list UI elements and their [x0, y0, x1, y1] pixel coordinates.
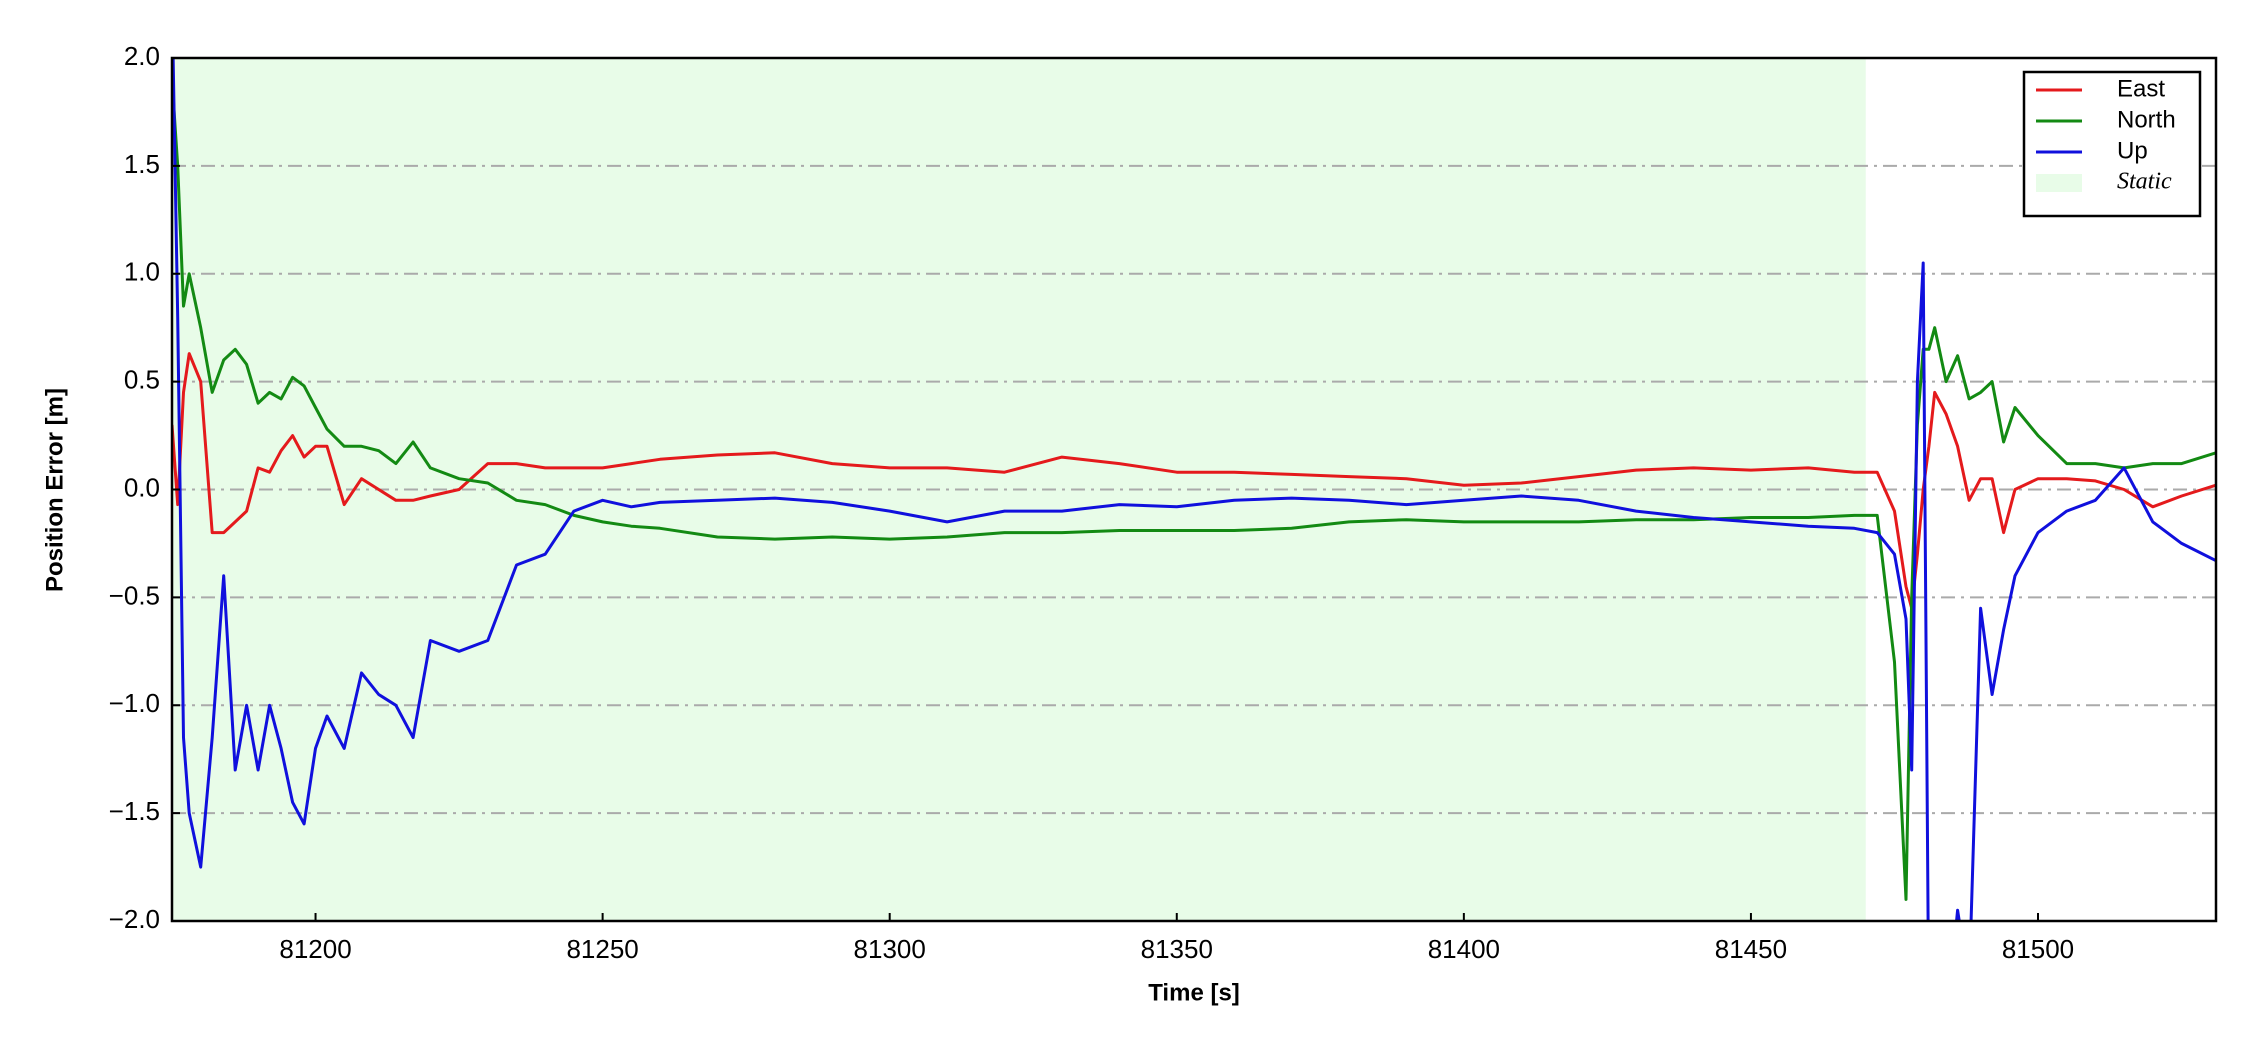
series-line — [172, 352, 2216, 610]
y-tick-label: −1.0 — [109, 688, 160, 718]
y-tick-label: −2.0 — [109, 904, 160, 934]
x-tick-label: 81250 — [566, 934, 638, 964]
legend-label: North — [2117, 106, 2176, 133]
x-axis-label: Time [s] — [1148, 979, 1240, 1006]
x-tick-label: 81200 — [279, 934, 351, 964]
y-tick-label: 2.0 — [124, 41, 160, 71]
plot-frame — [170, 56, 2218, 923]
series-line — [172, 79, 2216, 901]
y-tick-label: −0.5 — [109, 580, 160, 610]
plot-area — [172, 58, 2216, 921]
legend-box — [2022, 70, 2202, 218]
legend-label: Up — [2117, 137, 2148, 164]
y-tick-label: 0.0 — [124, 472, 160, 502]
y-axis-label: Position Error [m] — [41, 388, 68, 592]
y-tick-label: −1.5 — [109, 796, 160, 826]
x-tick-label: 81450 — [1715, 934, 1787, 964]
y-tick-label: 1.0 — [124, 257, 160, 287]
legend-swatch — [2036, 174, 2082, 192]
y-tick-label: 1.5 — [124, 149, 160, 179]
x-tick-label: 81500 — [2002, 934, 2074, 964]
y-tick-label: 0.5 — [124, 365, 160, 395]
series-line — [172, 58, 2216, 921]
legend-label: East — [2117, 75, 2165, 102]
x-tick-label: 81400 — [1428, 934, 1500, 964]
x-tick-label: 81300 — [854, 934, 926, 964]
x-tick-label: 81350 — [1141, 934, 1213, 964]
legend-label: Static — [2117, 169, 2172, 195]
